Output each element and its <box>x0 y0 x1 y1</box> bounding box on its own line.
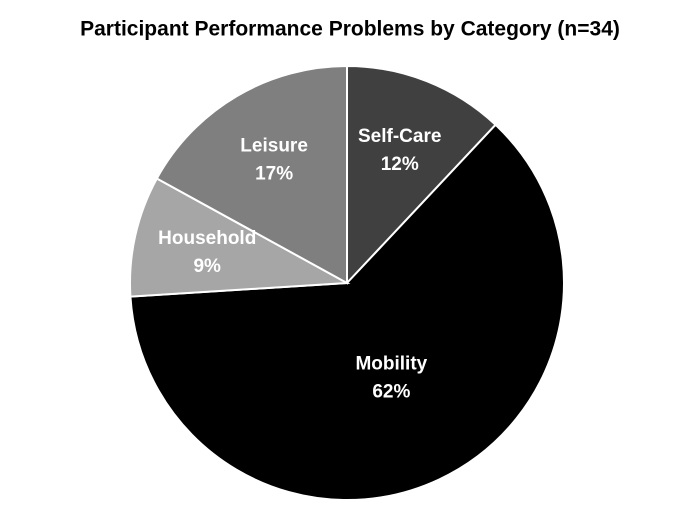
pie-slice <box>155 64 348 285</box>
slice-label: Mobility <box>355 353 427 374</box>
chart-title: Participant Performance Problems by Cate… <box>80 18 620 41</box>
slice-label: Leisure <box>240 136 308 157</box>
pie-slice <box>129 177 351 298</box>
slice-label: Household <box>158 228 256 249</box>
slice-value-label: 17% <box>255 164 293 185</box>
slice-value-label: 62% <box>372 381 410 402</box>
pie-slice <box>129 123 565 501</box>
slice-value-label: 9% <box>193 256 221 277</box>
pie-slice <box>346 64 497 286</box>
slice-value-label: 12% <box>381 154 419 175</box>
slice-label: Self-Care <box>358 126 441 147</box>
